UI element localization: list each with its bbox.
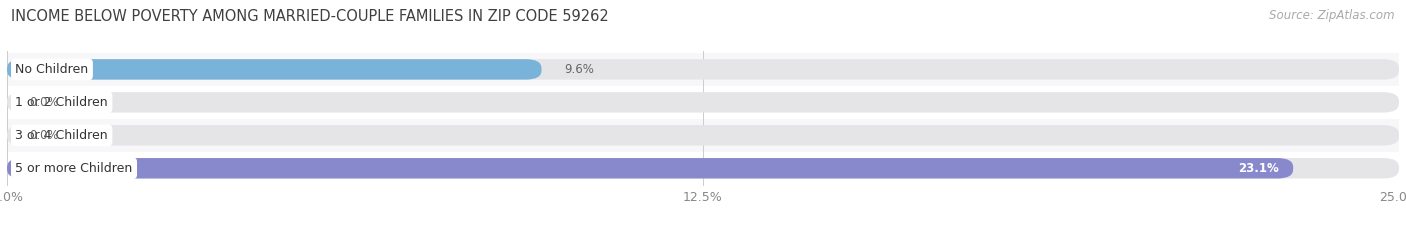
FancyBboxPatch shape: [7, 158, 1399, 178]
Text: 1 or 2 Children: 1 or 2 Children: [15, 96, 108, 109]
Text: No Children: No Children: [15, 63, 89, 76]
FancyBboxPatch shape: [7, 59, 541, 80]
Text: 9.6%: 9.6%: [564, 63, 593, 76]
FancyBboxPatch shape: [7, 158, 1294, 178]
FancyBboxPatch shape: [7, 92, 1399, 113]
Bar: [7, 86, 1399, 119]
Bar: [7, 119, 1399, 152]
Bar: [7, 53, 1399, 86]
Bar: [7, 152, 1399, 185]
Text: 0.0%: 0.0%: [30, 96, 59, 109]
Text: 23.1%: 23.1%: [1239, 162, 1279, 175]
FancyBboxPatch shape: [7, 125, 1399, 146]
Text: INCOME BELOW POVERTY AMONG MARRIED-COUPLE FAMILIES IN ZIP CODE 59262: INCOME BELOW POVERTY AMONG MARRIED-COUPL…: [11, 9, 609, 24]
FancyBboxPatch shape: [7, 59, 1399, 80]
Text: 0.0%: 0.0%: [30, 129, 59, 142]
Text: 3 or 4 Children: 3 or 4 Children: [15, 129, 108, 142]
Text: Source: ZipAtlas.com: Source: ZipAtlas.com: [1270, 9, 1395, 22]
Text: 5 or more Children: 5 or more Children: [15, 162, 132, 175]
